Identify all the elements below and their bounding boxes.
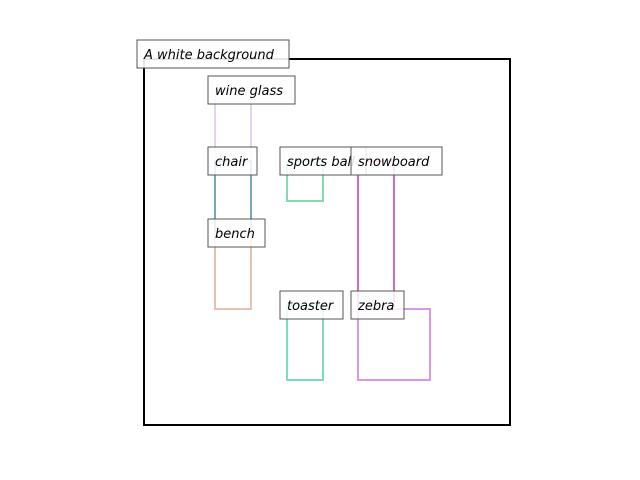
title-text: A white background bbox=[143, 48, 275, 63]
zebra-label-text: zebra bbox=[357, 299, 394, 314]
snowboard-label: snowboard bbox=[350, 146, 443, 176]
chair-label-text: chair bbox=[215, 155, 249, 170]
sports-ball-label-text: sports ball bbox=[287, 155, 355, 170]
toaster-label-text: toaster bbox=[287, 299, 335, 314]
zebra-box bbox=[357, 308, 431, 381]
chair-label: chair bbox=[207, 146, 258, 176]
bench-label-bg bbox=[207, 218, 266, 248]
toaster-label: toaster bbox=[279, 290, 344, 320]
object-labels: wine glass chair bench sports ball snowboard… bbox=[207, 75, 443, 320]
bench-label: bench bbox=[207, 218, 266, 248]
bench-label-text: bench bbox=[215, 227, 255, 242]
wine-glass-label-text: wine glass bbox=[215, 84, 283, 99]
snowboard-label-text: snowboard bbox=[358, 155, 430, 170]
wine-glass-label: wine glass bbox=[207, 75, 296, 105]
wine-glass-label-bg bbox=[207, 75, 296, 105]
background-frame bbox=[143, 58, 511, 426]
zebra-label-bg bbox=[350, 290, 405, 320]
zebra-label: zebra bbox=[350, 290, 405, 320]
title-label: A white background bbox=[136, 39, 290, 69]
chair-label-bg bbox=[207, 146, 258, 176]
snowboard-label-bg bbox=[350, 146, 443, 176]
snowboard-box bbox=[357, 160, 395, 310]
toaster-label-bg bbox=[279, 290, 344, 320]
